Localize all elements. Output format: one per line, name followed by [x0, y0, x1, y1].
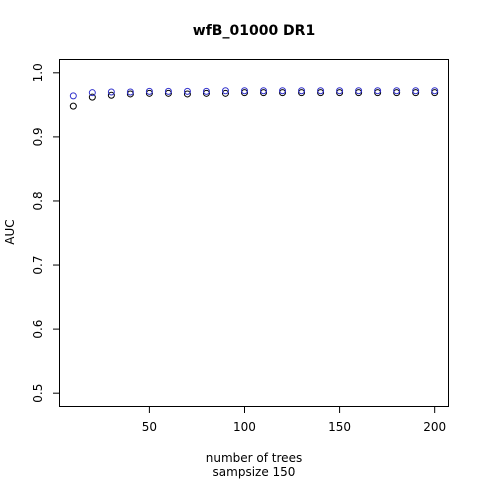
y-tick-label: 0.7: [31, 255, 45, 274]
plot-frame: [60, 60, 449, 407]
chart-title: wfB_01000 DR1: [193, 23, 315, 39]
y-tick-label: 0.5: [31, 384, 45, 403]
data-points: [70, 88, 437, 109]
x-axis: 50 100 150 200: [142, 406, 446, 434]
data-point: [89, 90, 95, 96]
y-tick-label: 0.8: [31, 191, 45, 210]
data-point: [70, 103, 76, 109]
y-axis: 0.5 0.6 0.7 0.8 0.9 1.0: [31, 63, 60, 402]
x-tick-label: 150: [328, 420, 351, 434]
y-tick-label: 0.9: [31, 127, 45, 146]
x-axis-sublabel: sampsize 150: [213, 465, 296, 479]
data-point: [70, 93, 76, 99]
x-tick-label: 200: [423, 420, 446, 434]
x-tick-label: 50: [142, 420, 157, 434]
y-axis-label: AUC: [3, 219, 17, 244]
y-tick-label: 0.6: [31, 320, 45, 339]
y-tick-label: 1.0: [31, 63, 45, 82]
x-axis-label: number of trees: [206, 451, 302, 465]
x-tick-label: 100: [233, 420, 256, 434]
